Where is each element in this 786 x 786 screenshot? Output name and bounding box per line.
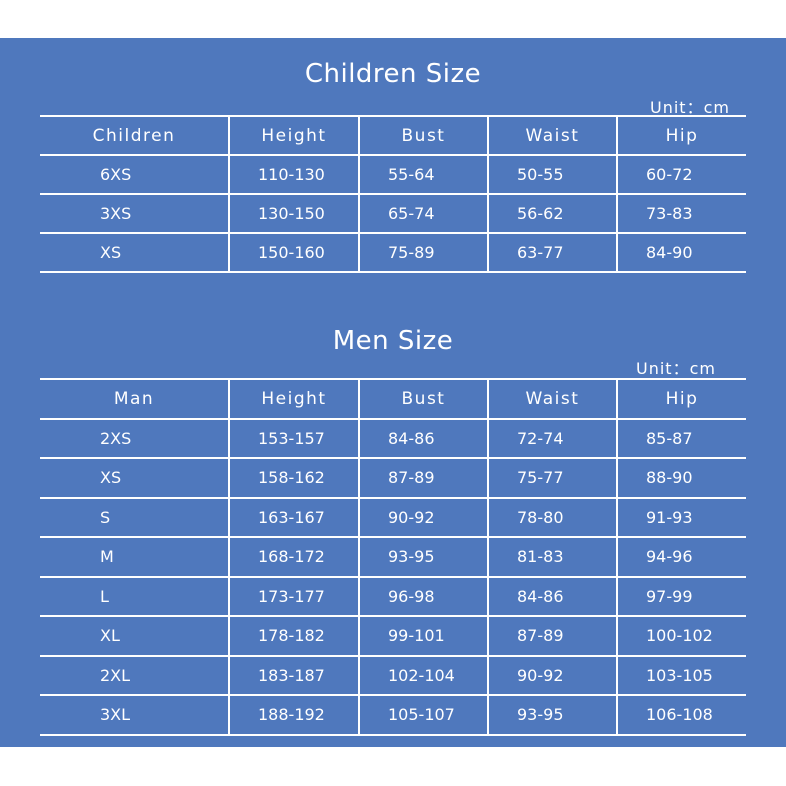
column-header: Waist [487, 115, 617, 156]
bust-cell: 102-104 [358, 655, 488, 696]
bust-cell: 75-89 [358, 233, 488, 273]
size-label-cell: L [40, 576, 229, 617]
hip-cell: 84-90 [616, 233, 746, 273]
column-header: Waist [487, 378, 617, 420]
height-cell: 173-177 [228, 576, 359, 617]
height-cell: 168-172 [228, 537, 359, 578]
size-label-cell: 2XS [40, 418, 229, 459]
hip-cell: 100-102 [616, 616, 746, 657]
height-cell: 178-182 [228, 616, 359, 657]
height-cell: 188-192 [228, 695, 359, 736]
size-label-cell: XL [40, 616, 229, 657]
table-row: M 168-172 93-95 81-83 94-96 [40, 537, 746, 578]
hip-cell: 106-108 [616, 695, 746, 736]
bust-cell: 99-101 [358, 616, 488, 657]
size-label-cell: M [40, 537, 229, 578]
height-cell: 110-130 [228, 155, 359, 195]
children-size-table: Children Height Bust Waist Hip 6XS 110-1… [40, 115, 746, 273]
column-header: Hip [616, 378, 746, 420]
column-header: Children [40, 115, 229, 156]
height-cell: 130-150 [228, 194, 359, 234]
height-cell: 158-162 [228, 458, 359, 499]
table-row: 2XL 183-187 102-104 90-92 103-105 [40, 655, 746, 696]
table-row: S 163-167 90-92 78-80 91-93 [40, 497, 746, 538]
size-label-cell: 6XS [40, 155, 229, 195]
men-size-table: Man Height Bust Waist Hip 2XS 153-157 84… [40, 378, 746, 736]
height-cell: 163-167 [228, 497, 359, 538]
table-row: XS 158-162 87-89 75-77 88-90 [40, 458, 746, 499]
column-header: Height [228, 378, 359, 420]
table-row: XS 150-160 75-89 63-77 84-90 [40, 233, 746, 273]
waist-cell: 84-86 [487, 576, 617, 617]
waist-cell: 93-95 [487, 695, 617, 736]
children-unit-label: Unit：cm [650, 98, 730, 117]
bust-cell: 105-107 [358, 695, 488, 736]
column-header: Man [40, 378, 229, 420]
waist-cell: 56-62 [487, 194, 617, 234]
height-cell: 150-160 [228, 233, 359, 273]
bust-cell: 90-92 [358, 497, 488, 538]
waist-cell: 63-77 [487, 233, 617, 273]
table-row: XL 178-182 99-101 87-89 100-102 [40, 616, 746, 657]
size-label-cell: S [40, 497, 229, 538]
hip-cell: 91-93 [616, 497, 746, 538]
size-label-cell: XS [40, 458, 229, 499]
height-cell: 183-187 [228, 655, 359, 696]
waist-cell: 50-55 [487, 155, 617, 195]
size-chart-panel: Children Size Unit：cm Children Height Bu… [0, 38, 786, 747]
bust-cell: 84-86 [358, 418, 488, 459]
column-header: Height [228, 115, 359, 156]
hip-cell: 97-99 [616, 576, 746, 617]
bust-cell: 96-98 [358, 576, 488, 617]
size-label-cell: 2XL [40, 655, 229, 696]
hip-cell: 73-83 [616, 194, 746, 234]
table-row: L 173-177 96-98 84-86 97-99 [40, 576, 746, 617]
hip-cell: 60-72 [616, 155, 746, 195]
table-row: 2XS 153-157 84-86 72-74 85-87 [40, 418, 746, 459]
table-row: 3XL 188-192 105-107 93-95 106-108 [40, 695, 746, 736]
waist-cell: 81-83 [487, 537, 617, 578]
waist-cell: 75-77 [487, 458, 617, 499]
size-label-cell: XS [40, 233, 229, 273]
column-header: Bust [358, 115, 488, 156]
hip-cell: 103-105 [616, 655, 746, 696]
waist-cell: 87-89 [487, 616, 617, 657]
hip-cell: 94-96 [616, 537, 746, 578]
size-label-cell: 3XL [40, 695, 229, 736]
table-header-row: Children Height Bust Waist Hip [40, 115, 746, 156]
waist-cell: 72-74 [487, 418, 617, 459]
bust-cell: 87-89 [358, 458, 488, 499]
waist-cell: 90-92 [487, 655, 617, 696]
waist-cell: 78-80 [487, 497, 617, 538]
table-header-row: Man Height Bust Waist Hip [40, 378, 746, 420]
table-row: 6XS 110-130 55-64 50-55 60-72 [40, 155, 746, 195]
bust-cell: 55-64 [358, 155, 488, 195]
hip-cell: 85-87 [616, 418, 746, 459]
height-cell: 153-157 [228, 418, 359, 459]
hip-cell: 88-90 [616, 458, 746, 499]
column-header: Bust [358, 378, 488, 420]
size-label-cell: 3XS [40, 194, 229, 234]
men-unit-label: Unit：cm [636, 359, 716, 378]
column-header: Hip [616, 115, 746, 156]
bust-cell: 65-74 [358, 194, 488, 234]
children-size-title: Children Size [304, 59, 482, 89]
bust-cell: 93-95 [358, 537, 488, 578]
table-row: 3XS 130-150 65-74 56-62 73-83 [40, 194, 746, 234]
men-size-title: Men Size [332, 326, 454, 356]
